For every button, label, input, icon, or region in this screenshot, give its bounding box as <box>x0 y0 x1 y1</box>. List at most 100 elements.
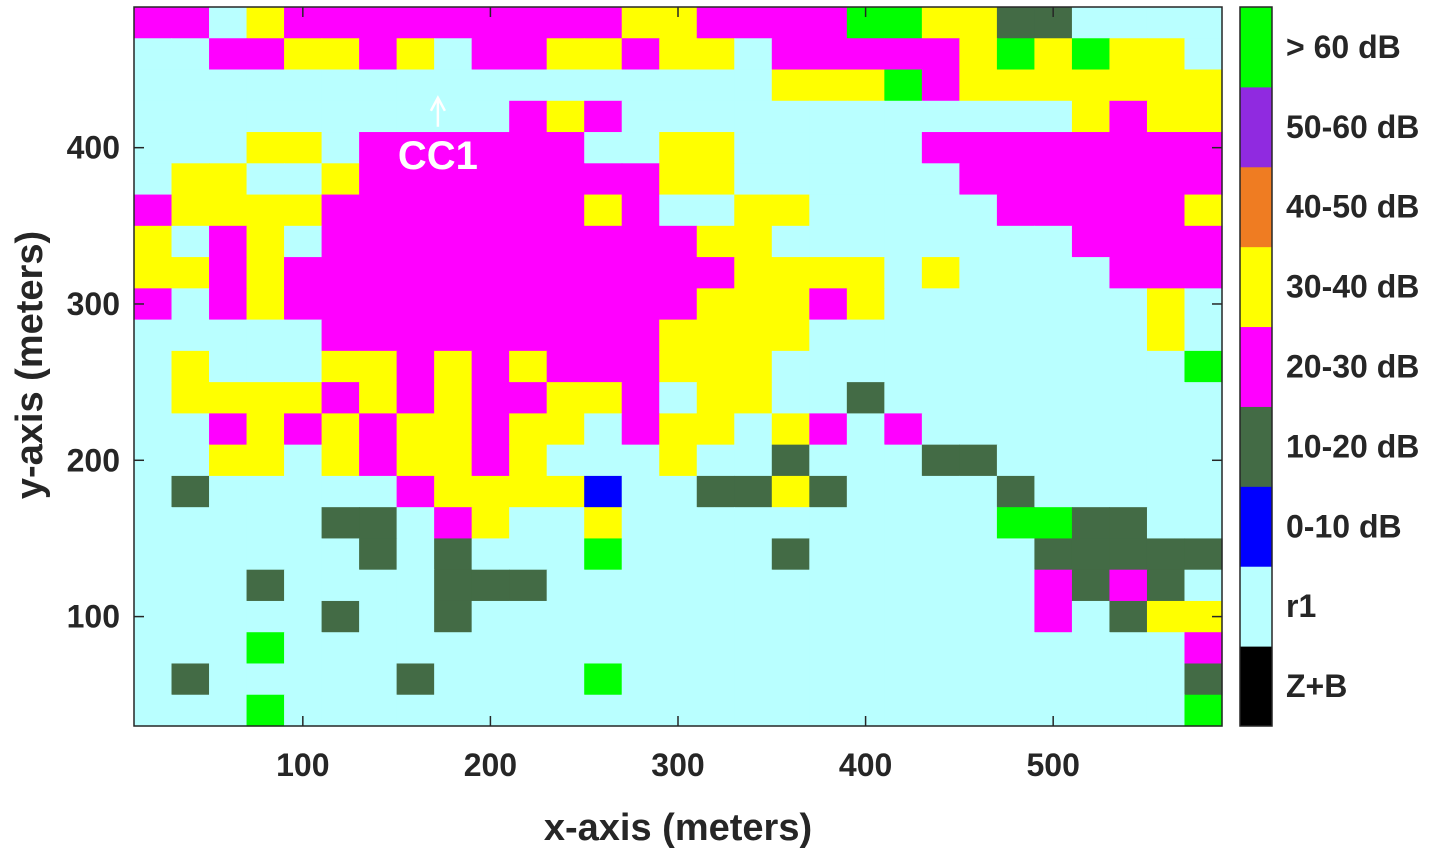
heatmap-cell <box>1146 507 1186 540</box>
heatmap-cell <box>321 163 360 196</box>
heatmap-cell <box>359 600 398 633</box>
heatmap-cell <box>584 350 623 383</box>
heatmap-cell <box>471 225 510 258</box>
heatmap-cell <box>509 100 548 133</box>
heatmap-cell <box>771 100 810 133</box>
heatmap-cell <box>921 163 960 196</box>
heatmap-cell <box>921 225 960 258</box>
heatmap-cell <box>1034 507 1073 540</box>
heatmap-cell <box>809 444 848 477</box>
heatmap-cell <box>771 257 810 289</box>
heatmap-cell <box>509 538 548 571</box>
heatmap-cell <box>659 69 698 102</box>
heatmap-cell <box>1146 600 1186 633</box>
heatmap-cells <box>134 7 1223 727</box>
heatmap-cell <box>809 382 848 414</box>
heatmap-cell <box>284 538 323 571</box>
heatmap-cell <box>1146 7 1186 39</box>
heatmap-cell <box>734 163 773 196</box>
heatmap-cell <box>471 475 510 508</box>
heatmap-cell <box>1034 288 1073 321</box>
heatmap-cell <box>209 507 248 540</box>
heatmap-cell <box>1034 100 1073 133</box>
heatmap-cell <box>771 475 810 508</box>
y-tick-label: 200 <box>67 442 120 478</box>
heatmap-cell <box>396 507 435 540</box>
heatmap-cell <box>659 600 698 633</box>
heatmap-cell <box>959 132 998 164</box>
heatmap-cell <box>1184 382 1223 414</box>
heatmap-cell <box>584 163 623 196</box>
heatmap-cell <box>209 100 248 133</box>
heatmap-cell <box>809 7 848 39</box>
heatmap-cell <box>434 288 473 321</box>
heatmap-cell <box>1146 163 1186 196</box>
heatmap-cell <box>959 319 998 352</box>
heatmap-cell <box>359 632 398 665</box>
heatmap-cell <box>396 694 435 727</box>
heatmap-cell <box>1071 257 1111 289</box>
heatmap-cell <box>1071 507 1111 540</box>
heatmap-cell <box>246 194 285 227</box>
heatmap-cell <box>171 538 210 571</box>
heatmap-cell <box>396 413 435 446</box>
heatmap-cell <box>659 100 698 133</box>
heatmap-cell <box>471 632 510 665</box>
heatmap-cell <box>359 132 398 164</box>
heatmap-cell <box>734 507 773 540</box>
heatmap-cell <box>246 350 285 383</box>
heatmap-cell <box>621 7 660 39</box>
heatmap-cell <box>884 225 923 258</box>
heatmap-cell <box>246 38 285 71</box>
heatmap-cell <box>621 600 660 633</box>
heatmap-cell <box>546 288 585 321</box>
heatmap-cell <box>396 444 435 477</box>
heatmap-cell <box>171 694 210 727</box>
heatmap-cell <box>659 382 698 414</box>
heatmap-cell <box>359 350 398 383</box>
heatmap-cell <box>546 132 585 164</box>
heatmap-cell <box>209 475 248 508</box>
heatmap-cell <box>771 538 810 571</box>
heatmap-cell <box>209 382 248 414</box>
heatmap-cell <box>509 319 548 352</box>
heatmap-cell <box>959 569 998 602</box>
heatmap-cell <box>696 600 735 633</box>
heatmap-cell <box>584 100 623 133</box>
heatmap-cell <box>1071 225 1111 258</box>
heatmap-cell <box>546 38 585 71</box>
heatmap-cell <box>359 257 398 289</box>
heatmap-cell <box>396 569 435 602</box>
heatmap-cell <box>321 225 360 258</box>
heatmap-cell <box>1109 7 1148 39</box>
heatmap-cell <box>1034 538 1073 571</box>
heatmap-cell <box>284 38 323 71</box>
heatmap-cell <box>1109 225 1148 258</box>
heatmap-cell <box>396 257 435 289</box>
heatmap-cell <box>284 100 323 133</box>
heatmap-cell <box>171 507 210 540</box>
heatmap-cell <box>509 475 548 508</box>
heatmap-cell <box>846 257 885 289</box>
heatmap-cell <box>209 225 248 258</box>
heatmap-cell <box>434 7 473 39</box>
heatmap-cell <box>996 569 1036 602</box>
heatmap-cell <box>884 382 923 414</box>
heatmap-cell <box>1184 632 1223 665</box>
heatmap-cell <box>546 569 585 602</box>
heatmap-cell <box>246 444 285 477</box>
heatmap-cell <box>284 257 323 289</box>
heatmap-cell <box>1034 350 1073 383</box>
heatmap-cell <box>696 288 735 321</box>
heatmap-cell <box>134 319 173 352</box>
heatmap-cell <box>771 163 810 196</box>
y-tick-label: 300 <box>67 286 120 322</box>
heatmap-cell <box>1146 38 1186 71</box>
heatmap-cell <box>434 319 473 352</box>
heatmap-cell <box>509 413 548 446</box>
heatmap-cell <box>734 382 773 414</box>
heatmap-cell <box>584 444 623 477</box>
heatmap-cell <box>471 38 510 71</box>
heatmap-cell <box>1109 319 1148 352</box>
heatmap-cell <box>1109 632 1148 665</box>
